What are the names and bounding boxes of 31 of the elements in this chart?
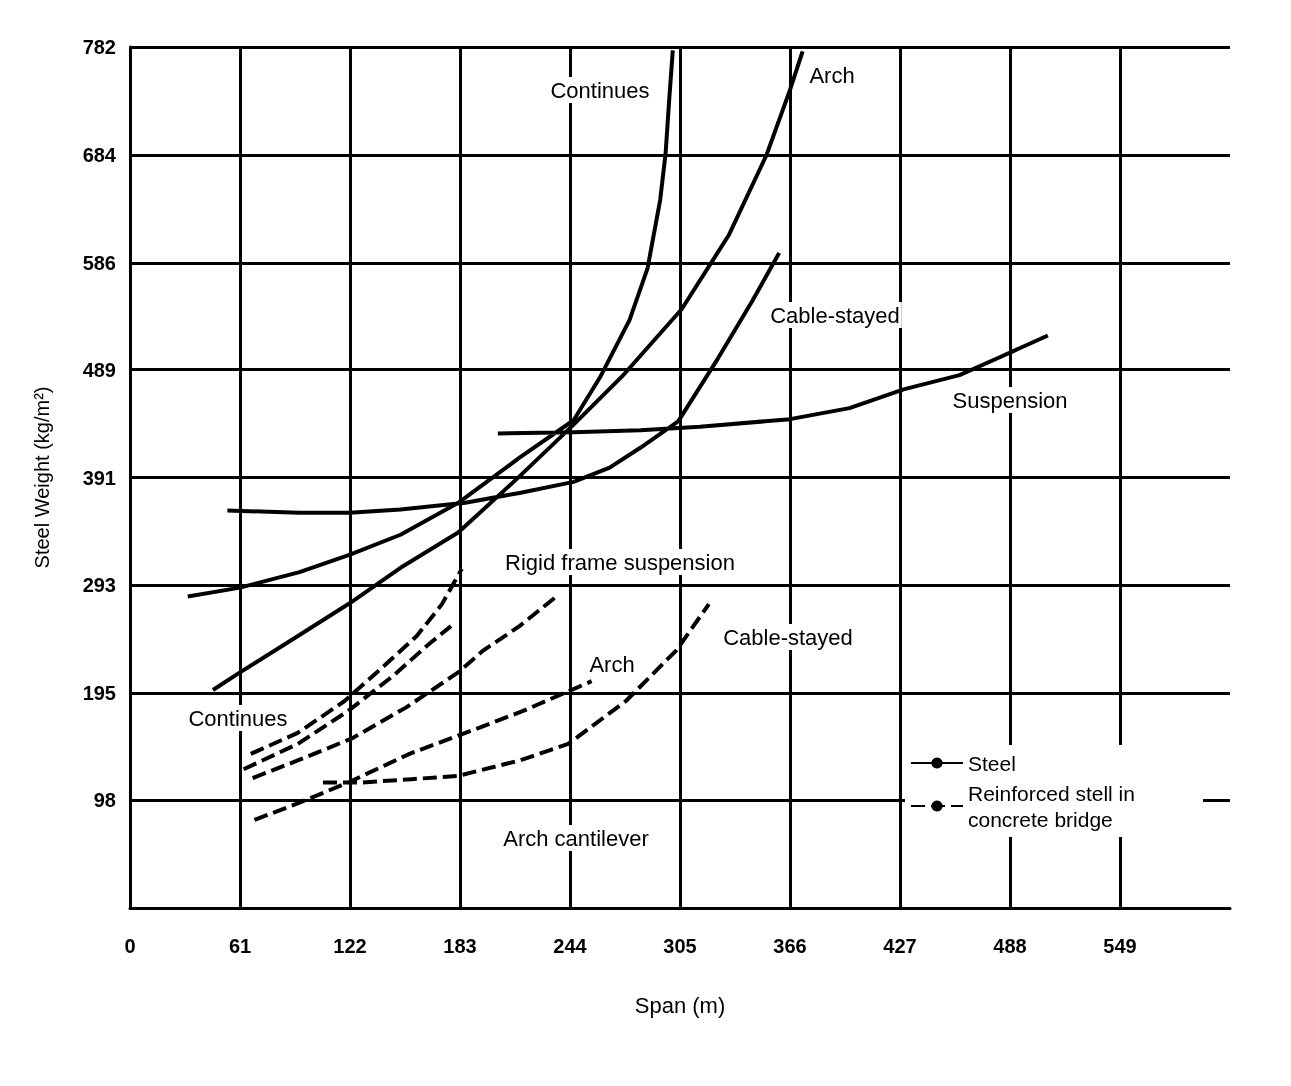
- annotation: Arch: [589, 651, 635, 677]
- y-tick-label: 782: [82, 36, 116, 58]
- x-tick-label: 244: [553, 935, 588, 957]
- x-tick-label: 549: [1103, 935, 1137, 957]
- annotation: Continues: [188, 705, 288, 731]
- annotation: Cable-stayed: [770, 302, 900, 328]
- y-tick-label: 391: [82, 466, 116, 489]
- x-axis-title: Span (m): [634, 992, 726, 1018]
- y-tick-label: 98: [93, 789, 116, 812]
- y-tick-label: 293: [82, 574, 116, 597]
- annotation: Cable-stayed: [723, 624, 853, 650]
- x-tick-label: 305: [663, 935, 697, 957]
- y-tick-label: 489: [82, 358, 116, 381]
- x-tick-label: 427: [883, 935, 917, 957]
- x-tick-label: 488: [993, 935, 1027, 957]
- annotation: Arch cantilever: [503, 825, 649, 851]
- x-tick-label: 122: [333, 935, 367, 957]
- annotation: Continues: [550, 77, 650, 103]
- y-tick-label: 586: [82, 251, 116, 274]
- legend-label: Steel: [968, 751, 1016, 775]
- annotation: Suspension: [952, 387, 1068, 413]
- y-tick-label: 684: [82, 143, 117, 166]
- legend-label: Reinforced stell in concrete bridge: [968, 781, 1141, 831]
- x-tick-label: 183: [443, 935, 477, 957]
- x-tick-label: 61: [228, 935, 252, 957]
- annotation: Rigid frame suspension: [505, 549, 735, 575]
- annotation: Arch: [809, 62, 855, 88]
- x-tick-label: 366: [773, 935, 807, 957]
- y-axis-title: Steel Weight (kg/m²): [31, 386, 53, 569]
- x-tick-label: 0: [124, 935, 136, 957]
- y-tick-label: 195: [82, 682, 116, 705]
